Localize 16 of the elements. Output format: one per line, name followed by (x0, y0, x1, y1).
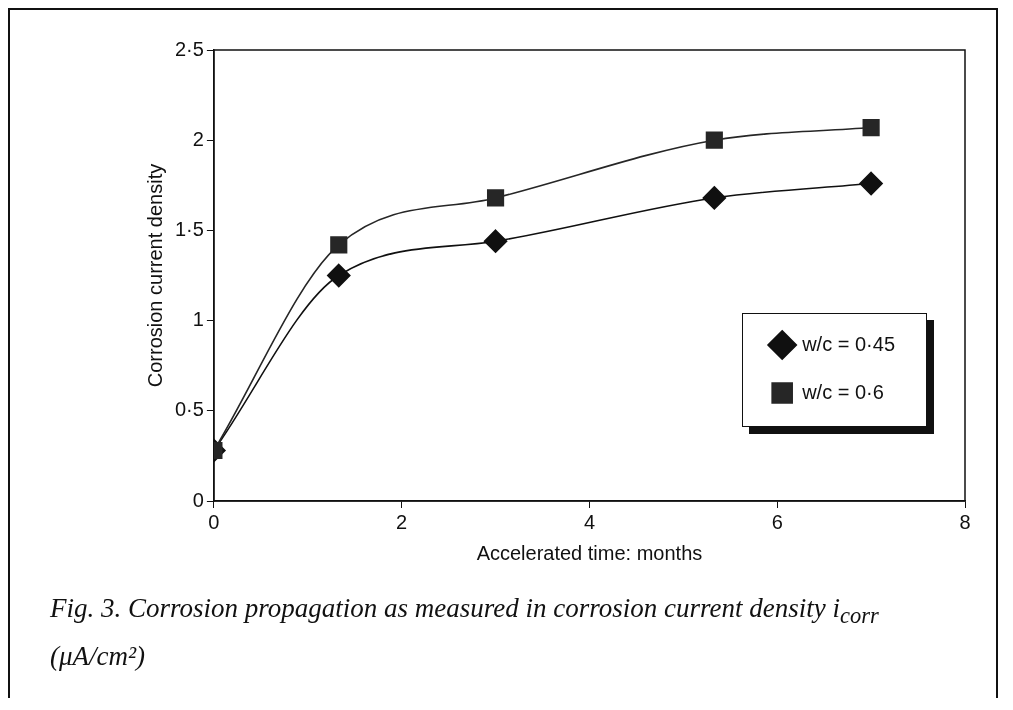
y-tick-label: 1 (192, 308, 204, 331)
x-tick-label: 2 (396, 510, 408, 533)
y-axis-title: Corrosion current density (143, 163, 166, 388)
x-tick-label: 8 (959, 510, 971, 533)
legend-label: w/c = 0·45 (801, 332, 896, 355)
x-tick-label: 0 (208, 510, 220, 533)
y-tick-label: 0·5 (175, 398, 204, 421)
x-axis-title: Accelerated time: months (476, 541, 703, 564)
legend-label: w/c = 0·6 (801, 380, 884, 403)
y-tick-label: 2·5 (175, 37, 204, 60)
text: Fig. 3. Corrosion propagation as measured in corrosion current density i$_{corr}$ (μA/cm²) (50, 593, 879, 672)
y-tick-label: 0 (192, 488, 204, 511)
y-tick-label: 2 (192, 127, 204, 150)
x-tick-label: 4 (583, 510, 596, 533)
x-tick-label: 6 (771, 510, 783, 533)
y-tick-label: 1·5 (175, 217, 204, 240)
